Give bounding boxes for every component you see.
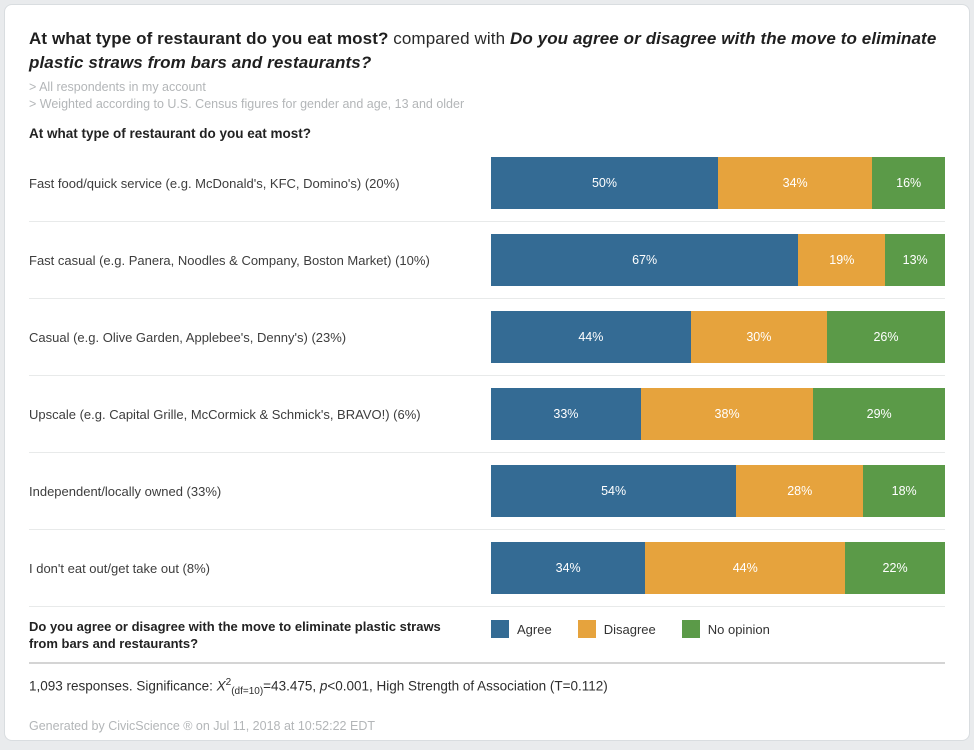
legend-swatch-icon — [577, 620, 596, 638]
stacked-bar-chart: Fast food/quick service (e.g. McDonald's… — [29, 145, 946, 607]
bar-segment-agree: 44% — [491, 311, 691, 363]
stacked-bar: 54% 28% 18% — [491, 465, 945, 517]
bar-segment-disagree: 19% — [798, 234, 886, 286]
bar-segment-disagree: 34% — [718, 157, 873, 209]
title-question-2: Do you agree or disagree with the move t… — [29, 29, 937, 72]
significance-prefix: 1,093 responses. Significance: — [29, 678, 217, 694]
generated-by-footer: Generated by CivicScience ® on Jul 11, 2… — [29, 719, 375, 734]
chi-symbol: X — [216, 678, 226, 694]
bar-segment-no-opinion: 22% — [845, 542, 945, 594]
legend-section: Do you agree or disagree with the move t… — [29, 607, 945, 662]
legend-swatch-icon — [491, 620, 509, 638]
chart-row: I don't eat out/get take out (8%) 34% 44% 2… — [29, 530, 945, 607]
chart-row: Independent/locally owned (33%) 54% 28% 18% — [29, 453, 945, 530]
title-connector: compared with — [388, 29, 510, 48]
bar-segment-agree: 54% — [491, 465, 737, 517]
chart-row: Casual (e.g. Olive Garden, Applebee's, D… — [29, 299, 946, 376]
significance-divider — [29, 662, 945, 664]
bar-segment-no-opinion: 29% — [813, 388, 945, 440]
bar-segment-no-opinion: 26% — [826, 311, 946, 363]
chi-value: =43.475, — [263, 678, 320, 694]
bar-segment-no-opinion: 13% — [885, 234, 945, 286]
bar-segment-no-opinion: 18% — [863, 465, 945, 517]
stacked-bar: 34% 44% 22% — [491, 542, 945, 594]
row-label: I don't eat out/get take out (8%) — [29, 560, 210, 576]
bar-segment-agree: 50% — [491, 157, 718, 209]
chart-row: Fast food/quick service (e.g. McDonald's… — [29, 145, 945, 222]
filter-weighting: > Weighted according to U.S. Census figu… — [29, 97, 465, 111]
filter-list: > All respondents in my account > Weight… — [29, 79, 945, 113]
degrees-of-freedom: (df=10) — [231, 686, 264, 698]
bar-segment-disagree: 38% — [640, 388, 814, 440]
legend-label: Agree — [517, 621, 552, 637]
chart-question-heading: At what type of restaurant do you eat mo… — [29, 126, 312, 141]
legend-swatch-icon — [681, 620, 700, 638]
row-label: Independent/locally owned (33%) — [29, 483, 222, 499]
row-label: Upscale (e.g. Capital Grille, McCormick … — [29, 406, 421, 422]
row-label: Fast food/quick service (e.g. McDonald's… — [29, 175, 400, 191]
bar-segment-disagree: 44% — [645, 542, 846, 594]
chart-row: Upscale (e.g. Capital Grille, McCormick … — [29, 376, 945, 453]
stacked-bar: 67% 19% 13% — [491, 234, 945, 286]
significance-line: 1,093 responses. Significance: X2(df=10)… — [29, 664, 945, 697]
legend-label: No opinion — [707, 621, 770, 637]
bar-segment-no-opinion: 16% — [872, 157, 945, 209]
p-symbol: p — [319, 678, 328, 694]
row-label: Casual (e.g. Olive Garden, Applebee's, D… — [29, 329, 347, 345]
chart-legend: Agree Disagree No opinion — [491, 619, 770, 638]
stacked-bar: 44% 30% 26% — [491, 311, 946, 363]
filter-respondents: > All respondents in my account — [29, 80, 206, 94]
bar-segment-agree: 34% — [491, 542, 646, 594]
title-question-1: At what type of restaurant do you eat mo… — [29, 29, 389, 48]
significance-tail: <0.001, High Strength of Association (T=… — [327, 678, 608, 694]
legend-question: Do you agree or disagree with the move t… — [29, 619, 441, 651]
bar-segment-disagree: 28% — [736, 465, 864, 517]
row-label: Fast casual (e.g. Panera, Noodles & Comp… — [29, 252, 430, 268]
bar-segment-disagree: 30% — [690, 311, 827, 363]
report-card: At what type of restaurant do you eat mo… — [4, 4, 970, 741]
chart-row: Fast casual (e.g. Panera, Noodles & Comp… — [29, 222, 945, 299]
legend-item-no-opinion: No opinion — [681, 620, 770, 638]
chi-exponent: 2 — [225, 677, 232, 688]
stacked-bar: 33% 38% 29% — [491, 388, 945, 440]
bar-segment-agree: 67% — [491, 234, 799, 286]
bar-segment-agree: 33% — [491, 388, 641, 440]
legend-label: Disagree — [603, 621, 656, 637]
legend-item-agree: Agree — [491, 620, 552, 638]
report-title: At what type of restaurant do you eat mo… — [29, 27, 945, 75]
legend-item-disagree: Disagree — [577, 620, 656, 638]
stacked-bar: 50% 34% 16% — [491, 157, 945, 209]
